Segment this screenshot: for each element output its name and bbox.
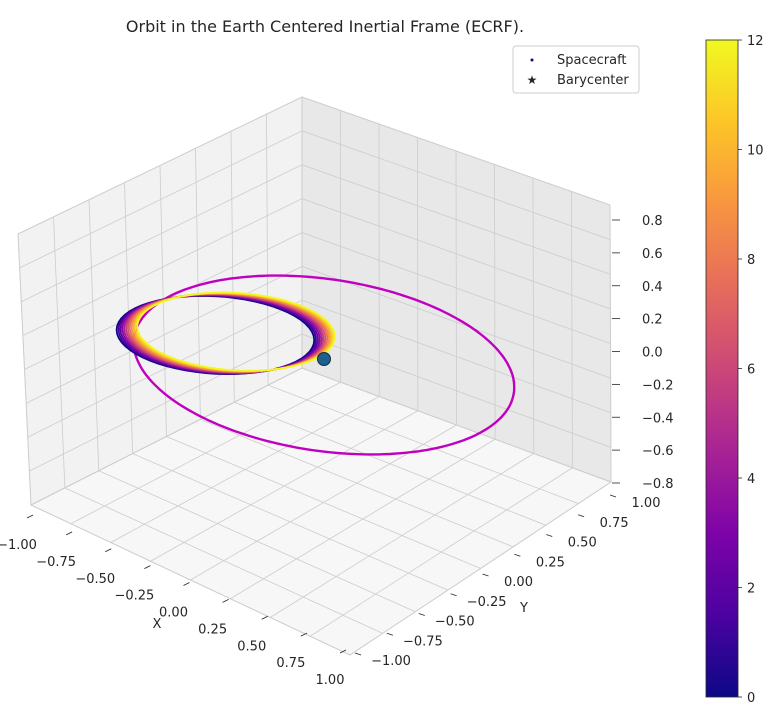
y-tick-mark: [482, 573, 489, 577]
grid-line: [230, 438, 496, 600]
grid-line: [309, 467, 573, 637]
x-tick-label: 0.00: [159, 606, 188, 621]
grid-line: [301, 198, 611, 310]
y-tick-mark: [577, 514, 585, 518]
colorbar-tick-label: 0: [747, 691, 755, 706]
grid-line: [349, 481, 612, 656]
grid-line: [200, 419, 514, 548]
y-tick-mark: [546, 534, 553, 537]
grid-line: [532, 177, 535, 454]
x-tick-mark: [222, 599, 229, 603]
y-tick-mark: [450, 593, 457, 597]
z-tick-label: −0.6: [642, 444, 674, 459]
x-axis-label: X: [153, 617, 162, 632]
y-tick-label: 0.50: [568, 536, 597, 551]
x-tick-mark: [105, 548, 112, 553]
z-tick-label: 0.4: [642, 280, 663, 295]
y-tick-label: −0.25: [467, 595, 507, 610]
y-tick-label: 0.25: [536, 555, 565, 570]
colorbar-tick-label: 8: [747, 253, 755, 268]
grid-line: [301, 164, 611, 275]
z-tick-label: 0.0: [642, 346, 663, 361]
z-tick-label: −0.8: [642, 477, 674, 492]
z-tick-label: 0.8: [642, 214, 663, 229]
y-tick-label: −1.00: [371, 654, 411, 669]
x-tick-label: 1.00: [316, 673, 345, 688]
grid-line: [267, 384, 579, 504]
x-tick-label: 0.50: [237, 639, 266, 654]
x-tick-label: −0.50: [75, 572, 115, 587]
x-axis-ticks: −1.00 −0.75 −0.50 −0.25 0.00 0.25 0.50 0.75 1.00: [0, 514, 347, 688]
legend: Spacecraft ★ Barycenter: [512, 45, 640, 94]
z-tick-label: 0.2: [642, 313, 663, 328]
x-tick-label: −0.75: [36, 555, 76, 570]
grid-line: [17, 96, 303, 235]
y-tick-label: 1.00: [632, 496, 661, 511]
grid-lines: [17, 96, 612, 656]
z-tick-label: 0.6: [642, 247, 663, 262]
z-axis-ticks: −0.8 −0.6 −0.4 −0.2 0.0 0.2 0.4 0.6 0.8: [612, 214, 674, 492]
y-tick-mark: [418, 613, 425, 616]
chart-title: Orbit in the Earth Centered Inertial Fra…: [126, 17, 524, 36]
grid-line: [301, 367, 612, 483]
legend-box: [512, 45, 640, 94]
x-tick-mark: [339, 649, 347, 654]
grid-line: [230, 131, 235, 403]
y-tick-mark: [386, 632, 394, 636]
x-tick-mark: [261, 615, 268, 620]
colorbar-tick-label: 12: [747, 34, 764, 49]
y-tick-label: −0.50: [435, 615, 475, 630]
colorbar: 0 2 4 6 8 10 12: [705, 34, 764, 706]
y-tick-mark: [514, 553, 521, 557]
grid-line: [22, 198, 303, 336]
grid-line: [19, 130, 303, 269]
colorbar-gradient: [705, 39, 739, 698]
y-tick-label: 0.75: [600, 516, 629, 531]
colorbar-ticks: 0 2 4 6 8 10 12: [738, 34, 764, 706]
z-tick-label: −0.4: [642, 411, 674, 426]
grid-line: [166, 436, 481, 569]
legend-barycenter-label: Barycenter: [557, 73, 629, 88]
grid-line: [270, 453, 534, 618]
orbits: [115, 274, 516, 456]
grid-line: [301, 232, 611, 344]
colorbar-tick-label: 4: [747, 472, 755, 487]
x-tick-label: 0.75: [276, 656, 305, 671]
grid-line: [195, 148, 201, 420]
x-tick-mark: [26, 514, 34, 519]
x-tick-mark: [65, 531, 73, 536]
colorbar-tick-label: 6: [747, 363, 755, 378]
grid-line: [494, 164, 496, 440]
x-tick-mark: [144, 565, 151, 569]
grid-line: [301, 130, 611, 241]
grid-line: [21, 164, 303, 303]
grid-line: [571, 191, 573, 468]
y-axis-label: Y: [519, 601, 528, 616]
y-tick-label: 0.00: [504, 575, 533, 590]
x-tick-mark: [183, 582, 190, 586]
y-tick-mark: [354, 652, 362, 656]
x-tick-label: 0.25: [198, 622, 227, 637]
z-tick-label: −0.2: [642, 378, 674, 393]
grid-line: [266, 114, 269, 386]
x-tick-label: −0.25: [114, 589, 154, 604]
legend-spacecraft-marker: [530, 58, 534, 62]
colorbar-tick-label: 10: [747, 144, 764, 159]
legend-barycenter-marker: ★: [527, 73, 538, 87]
spacecraft-orbit-line: [136, 291, 336, 372]
grid-line: [234, 401, 546, 526]
y-axis-ticks: −1.00 −0.75 −0.50 −0.25 0.000.250.500.751.00: [354, 494, 661, 669]
earth-marker: [317, 352, 331, 366]
grid-line: [301, 96, 611, 206]
y-tick-mark: [609, 494, 617, 498]
grid-line: [609, 204, 612, 483]
legend-spacecraft-label: Spacecraft: [557, 53, 627, 68]
y-tick-label: −0.75: [403, 634, 443, 649]
x-tick-label: −1.00: [0, 538, 37, 553]
colorbar-tick-label: 2: [747, 582, 755, 597]
x-tick-mark: [300, 632, 308, 637]
